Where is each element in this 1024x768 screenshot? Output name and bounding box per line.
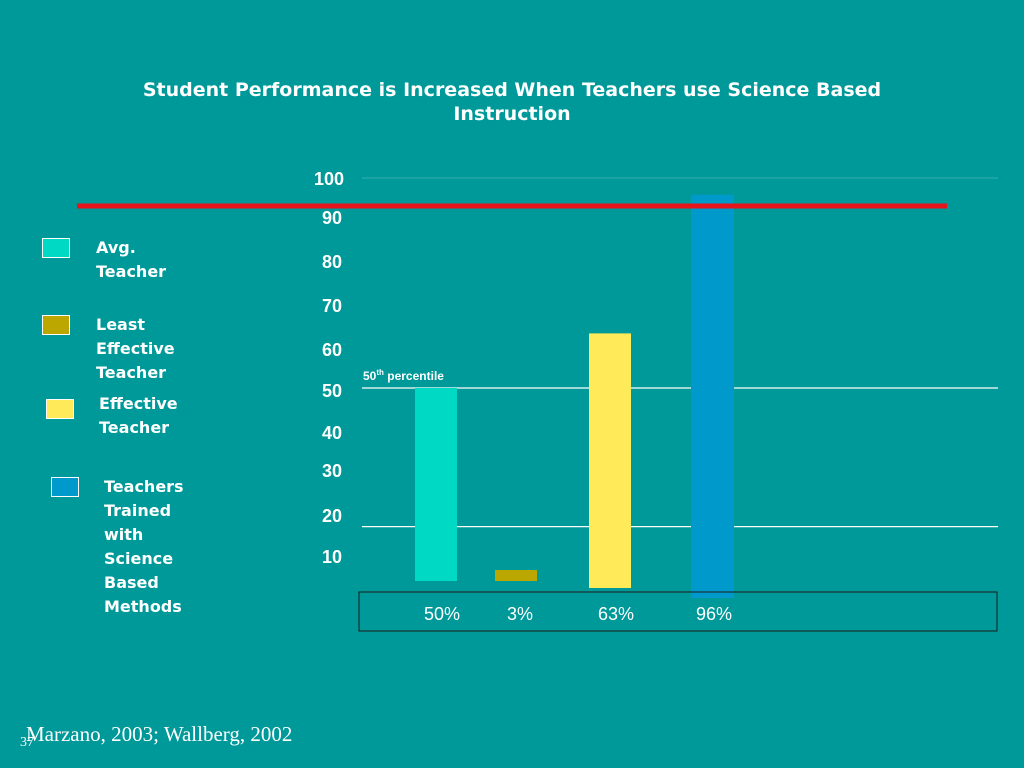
y-axis-ticks: 100 90 80 70 60 50 40 30 20 10 [314,169,344,567]
y-tick-label: 90 [322,208,342,228]
slide-number: 37 [20,735,34,750]
y-tick-label: 30 [322,461,342,481]
value-label-frame [358,591,998,632]
y-tick-label: 70 [322,296,342,316]
bar-science-trained-teacher [691,194,734,599]
value-labels-box: 50% 3% 63% 96% [358,591,998,632]
chart-title: Student Performance is Increased When Te… [142,79,882,125]
legend-label-effective-teacher: Effective Teacher [99,394,178,437]
y-tick-label: 60 [322,340,342,360]
percentile-annotation: 50th percentile [363,368,444,383]
value-label-science-trained-teacher: 96% [696,604,732,624]
y-tick-label: 20 [322,506,342,526]
bars [415,194,734,599]
value-label-least-effective-teacher: 3% [507,604,533,624]
bar-avg-teacher [415,388,457,581]
value-label-avg-teacher: 50% [424,604,460,624]
legend-swatch-science-trained-teacher [51,477,79,497]
y-tick-label: 100 [314,169,344,189]
legend-label-avg-teacher: Avg. Teacher [96,238,167,281]
y-tick-label: 40 [322,423,342,443]
gridlines [362,177,998,528]
legend-label-science-trained-teacher: Teachers Trained with Science Based Meth… [104,477,184,616]
percentile-label: 50th percentile [363,368,444,383]
value-label-effective-teacher: 63% [598,604,634,624]
legend-swatch-avg-teacher [42,238,70,258]
y-tick-label: 50 [322,381,342,401]
y-tick-label: 10 [322,547,342,567]
legend-swatch-effective-teacher [46,399,74,419]
legend-label-least-effective-teacher: Least Effective Teacher [96,315,175,382]
y-tick-label: 80 [322,252,342,272]
citation: Marzano, 2003; Wallberg, 2002 [26,722,293,746]
legend-swatch-least-effective-teacher [42,315,70,335]
bar-least-effective-teacher [495,570,537,581]
bar-effective-teacher [589,333,631,588]
